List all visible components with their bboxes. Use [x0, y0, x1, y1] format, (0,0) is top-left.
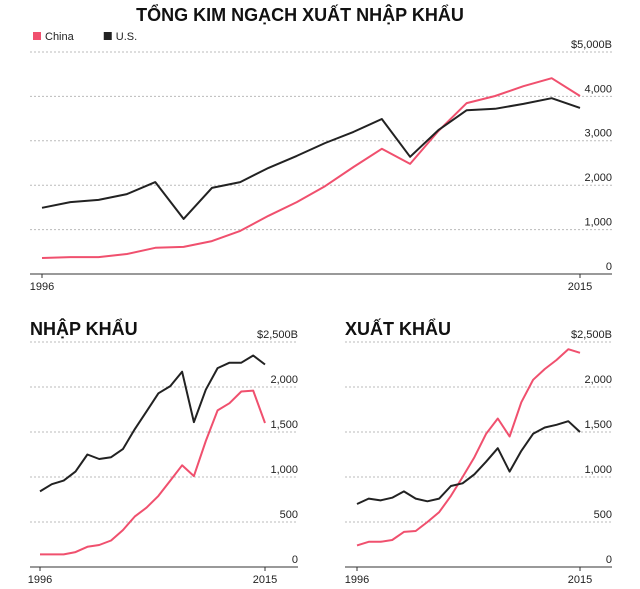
y-tick-label: $2,500B — [571, 329, 612, 341]
legend-swatch — [103, 32, 112, 40]
y-tick-label: 2,000 — [270, 374, 298, 386]
legend-swatch — [33, 32, 41, 40]
data-line — [356, 420, 581, 505]
x-tick-label: 1996 — [28, 574, 52, 586]
y-tick-label: 1,500 — [270, 419, 298, 431]
y-tick-label: 1,000 — [584, 217, 612, 229]
y-tick-label: 2,000 — [584, 172, 612, 184]
y-tick-label: 0 — [606, 554, 612, 566]
chart-title: TỔNG KIM NGẠCH XUẤT NHẬP KHẨU — [136, 4, 464, 25]
data-line — [41, 97, 581, 220]
y-tick-label: $2,500B — [257, 329, 298, 341]
y-tick-label: 0 — [292, 554, 298, 566]
x-tick-label: 1996 — [30, 281, 54, 293]
y-tick-label: 500 — [594, 509, 612, 521]
y-tick-label: 1,500 — [584, 419, 612, 431]
x-tick-label: 2015 — [568, 574, 592, 586]
data-line — [40, 389, 266, 556]
x-tick-label: 1996 — [345, 574, 369, 586]
y-tick-label: 0 — [606, 261, 612, 273]
data-line — [41, 77, 581, 259]
y-tick-label: 2,000 — [584, 374, 612, 386]
data-line — [356, 348, 581, 547]
legend-label: U.S. — [116, 31, 137, 43]
x-tick-label: 2015 — [253, 574, 277, 586]
legend-label: China — [45, 31, 75, 43]
y-tick-label: 1,000 — [584, 464, 612, 476]
y-tick-label: 1,000 — [270, 464, 298, 476]
chart-title: XUẤT KHẨU — [345, 318, 451, 339]
y-tick-label: $5,000B — [571, 39, 612, 51]
data-line — [39, 354, 266, 493]
chart-title: NHẬP KHẨU — [30, 318, 138, 339]
x-tick-label: 2015 — [568, 281, 592, 293]
y-tick-label: 3,000 — [584, 128, 612, 140]
y-tick-label: 4,000 — [584, 83, 612, 95]
y-tick-label: 500 — [280, 509, 298, 521]
